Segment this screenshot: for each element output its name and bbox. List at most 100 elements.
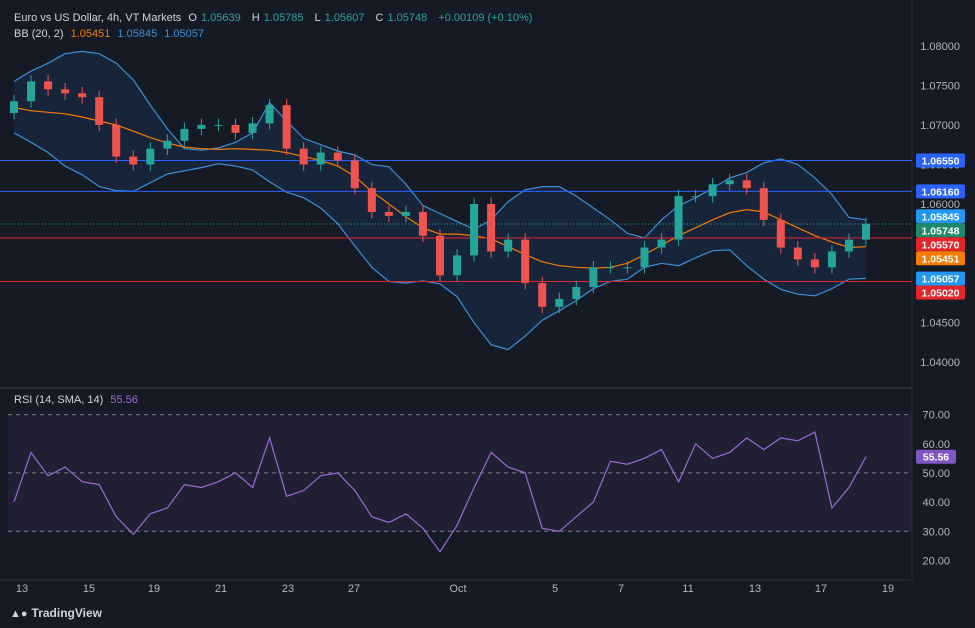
candle-body xyxy=(61,89,70,94)
candle-body xyxy=(674,196,683,240)
candle-body xyxy=(10,101,18,114)
candle-body xyxy=(384,211,393,216)
ohlc-high: H 1.05785 xyxy=(252,12,308,24)
time-tick-label: 21 xyxy=(215,583,227,595)
time-tick-label: 19 xyxy=(148,583,160,595)
price-badge-label: 1.05748 xyxy=(922,225,960,237)
bb-upper-line xyxy=(13,50,867,239)
candle-body xyxy=(163,140,172,149)
price-badge xyxy=(916,153,965,168)
bb-upper-value: 1.05845 xyxy=(117,28,158,40)
rsi-line xyxy=(13,431,867,553)
low-label: L xyxy=(314,12,321,24)
candle-body xyxy=(657,239,666,248)
candle-body xyxy=(180,128,189,141)
candle-body xyxy=(776,219,785,248)
price-tick-label: 1.06000 xyxy=(920,199,960,211)
candle-body xyxy=(487,204,496,252)
time-tick-label: 13 xyxy=(16,583,28,595)
candle-body xyxy=(299,148,308,165)
candle-body xyxy=(640,247,649,268)
candle-body xyxy=(350,160,359,189)
high-label: H xyxy=(251,12,260,24)
price-badge xyxy=(916,184,965,199)
ohlc-close: C 1.05748 xyxy=(376,12,432,24)
price-badge xyxy=(916,285,965,300)
time-tick-label: 19 xyxy=(882,583,894,595)
bb-label: BB (20, 2) xyxy=(14,28,64,40)
open-label: O xyxy=(188,12,197,24)
bb-legend[interactable]: BB (20, 2) 1.05451 1.05845 1.05057 xyxy=(14,28,208,40)
time-tick-label: 5 xyxy=(552,583,558,595)
close-label: C xyxy=(375,12,384,24)
candle-body xyxy=(623,267,632,269)
open-value: 1.05639 xyxy=(200,12,241,24)
candle-body xyxy=(44,81,53,90)
time-tick-label: 27 xyxy=(348,583,360,595)
rsi-value: 55.56 xyxy=(110,394,138,406)
tradingview-logo[interactable]: ▲● TradingView xyxy=(10,606,102,620)
candle-body xyxy=(862,223,870,240)
price-badge xyxy=(916,209,965,224)
candle-body xyxy=(112,124,121,157)
bb-basis-value: 1.05451 xyxy=(70,28,111,40)
bb-lower-value: 1.05057 xyxy=(164,28,205,40)
candle-body xyxy=(827,251,836,268)
candle-body xyxy=(333,152,342,161)
candle-body xyxy=(248,123,257,133)
candle-body xyxy=(504,239,513,252)
low-value: 1.05607 xyxy=(324,12,365,24)
price-tick-label: 1.07500 xyxy=(920,80,960,92)
candle-body xyxy=(418,211,427,236)
price-badge xyxy=(916,237,965,252)
candle-body xyxy=(844,239,853,252)
ohlc-open: O 1.05639 xyxy=(188,12,244,24)
close-value: 1.05748 xyxy=(387,12,428,24)
rsi-tick-label: 20.00 xyxy=(922,555,950,567)
time-tick-label: 17 xyxy=(815,583,827,595)
candle-body xyxy=(742,180,751,189)
price-badge-label: 1.05057 xyxy=(922,274,960,286)
price-legend: Euro vs US Dollar, 4h, VT Markets O 1.056… xyxy=(14,12,536,24)
candle-body xyxy=(146,148,155,165)
candle-body xyxy=(606,267,615,269)
symbol-title[interactable]: Euro vs US Dollar, 4h, VT Markets xyxy=(14,12,182,24)
price-badge-label: 1.05845 xyxy=(922,211,960,223)
candle-body xyxy=(555,298,564,307)
rsi-tick-label: 60.00 xyxy=(922,439,950,451)
price-badge xyxy=(916,223,965,238)
price-badge-label: 1.05451 xyxy=(922,253,960,265)
candle-body xyxy=(725,180,734,185)
time-tick-label: 15 xyxy=(83,583,95,595)
price-tick-label: 1.04500 xyxy=(920,318,960,330)
price-badge-label: 1.06160 xyxy=(922,186,960,198)
candle-body xyxy=(316,152,325,165)
candle-body xyxy=(521,239,530,284)
rsi-tick-label: 30.00 xyxy=(922,526,950,538)
candle-body xyxy=(214,124,223,126)
time-tick-label: 23 xyxy=(282,583,294,595)
price-badge-label: 1.05020 xyxy=(922,288,960,300)
rsi-value-badge xyxy=(916,449,956,464)
rsi-legend[interactable]: RSI (14, SMA, 14) 55.56 xyxy=(14,394,142,406)
high-value: 1.05785 xyxy=(263,12,304,24)
candle-body xyxy=(282,105,291,149)
candle-body xyxy=(78,93,87,98)
candle-body xyxy=(436,235,444,276)
candle-body xyxy=(129,156,138,165)
candle-body xyxy=(197,124,206,129)
candle-body xyxy=(793,247,802,260)
candle-body xyxy=(231,124,240,133)
price-badge xyxy=(916,251,965,266)
candle-body xyxy=(95,97,104,125)
rsi-value-badge-label: 55.56 xyxy=(923,452,949,464)
price-badge xyxy=(916,271,965,286)
rsi-label: RSI (14, SMA, 14) xyxy=(14,394,104,406)
tradingview-name: TradingView xyxy=(31,606,102,620)
rsi-tick-label: 50.00 xyxy=(922,468,950,480)
ohlc-low: L 1.05607 xyxy=(315,12,369,24)
time-tick-label: 7 xyxy=(618,583,624,595)
price-badge-label: 1.05570 xyxy=(922,239,960,251)
